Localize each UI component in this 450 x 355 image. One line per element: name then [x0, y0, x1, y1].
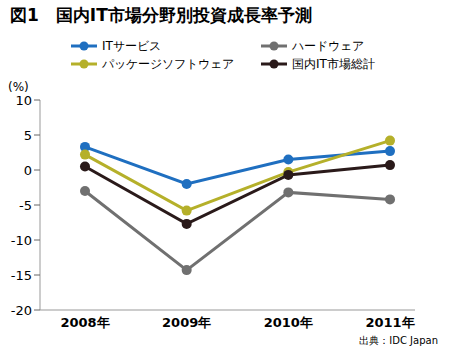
svg-text:2010年: 2010年: [264, 315, 313, 330]
html-text:ハードウェア: ハードウェア: [292, 38, 364, 53]
html-text:ITサービス: ITサービス: [102, 38, 161, 53]
svg-text:2011年: 2011年: [365, 315, 414, 330]
svg-text:0: 0: [24, 163, 32, 178]
html-text:図1 国内IT市場分野別投資成長率予測: 図1 国内IT市場分野別投資成長率予測: [10, 5, 312, 25]
svg-text:-10: -10: [11, 233, 32, 248]
svg-text:-20: -20: [11, 303, 32, 318]
svg-text:5: 5: [24, 128, 32, 143]
svg-text:10: 10: [15, 93, 32, 108]
html-text:パッケージソフトウェア: パッケージソフトウェア: [102, 56, 234, 71]
html-text:出典：IDC Japan: 出典：IDC Japan: [359, 335, 438, 346]
svg-text:-5: -5: [19, 198, 32, 213]
svg-text:-15: -15: [11, 268, 32, 283]
svg-text:2008年: 2008年: [60, 315, 109, 330]
html-text:国内IT市場総計: 国内IT市場総計: [292, 56, 375, 71]
svg-text:2009年: 2009年: [162, 315, 211, 330]
